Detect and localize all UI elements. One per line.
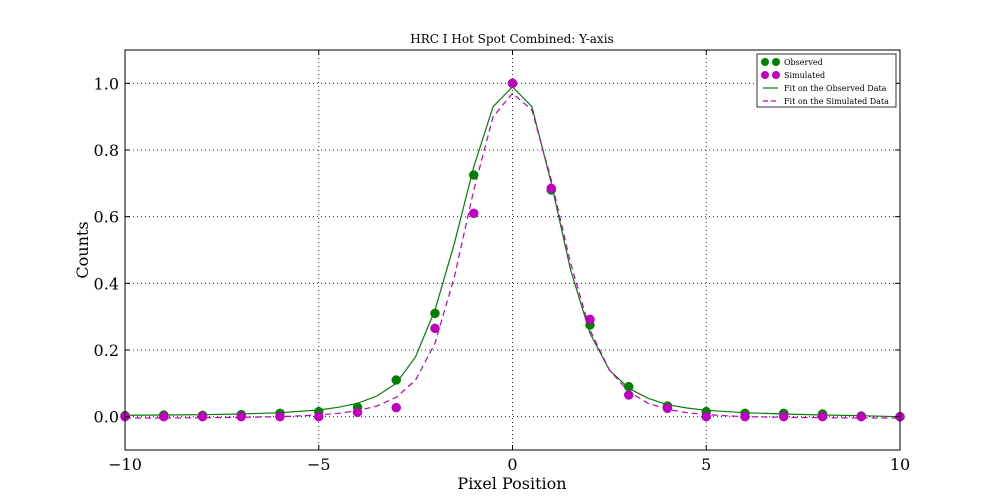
chart-title: HRC I Hot Spot Combined: Y-axis — [410, 32, 613, 46]
x-tick-label: −10 — [108, 455, 142, 474]
data-point — [430, 308, 440, 319]
legend-label: Observed — [784, 58, 823, 67]
x-tick-label: 0 — [507, 455, 517, 474]
data-point — [469, 208, 479, 219]
data-point — [624, 381, 634, 392]
legend-box — [756, 53, 897, 108]
data-point — [236, 411, 246, 422]
data-point — [159, 411, 169, 422]
data-point — [352, 407, 363, 418]
legend-label: Simulated — [784, 71, 825, 80]
data-point — [275, 411, 285, 422]
data-point — [817, 411, 828, 422]
data-point — [701, 411, 711, 422]
data-point — [856, 411, 866, 422]
x-axis-title: Pixel Position — [457, 474, 566, 493]
data-point — [430, 323, 440, 334]
y-tick-label: 0.8 — [94, 141, 119, 160]
axis-ticks: −10 −5 0 5 10 0.0 0.2 0.4 0.6 0.8 1.0 — [94, 50, 910, 474]
data-point — [624, 390, 634, 400]
y-tick-label: 1.0 — [94, 74, 119, 93]
legend-label: Fit on the Observed Data — [784, 84, 887, 93]
y-tick-label: 0.6 — [94, 208, 119, 227]
legend: Observed Simulated Fit on the Observed Dat… — [756, 53, 897, 108]
y-tick-label: 0.2 — [94, 341, 119, 360]
data-point — [314, 411, 324, 422]
data-point — [197, 411, 208, 422]
y-axis-title: Counts — [73, 221, 92, 278]
data-point — [662, 403, 673, 414]
data-point — [507, 78, 518, 89]
legend-marker — [772, 71, 780, 79]
x-tick-label: −5 — [307, 455, 331, 474]
y-tick-label: 0.0 — [94, 408, 119, 427]
data-point — [585, 314, 595, 325]
data-point — [546, 183, 556, 194]
data-point — [391, 402, 401, 413]
plot-series — [120, 78, 905, 422]
data-point — [740, 411, 750, 422]
legend-label: Fit on the Simulated Data — [784, 97, 889, 106]
series-line — [124, 85, 901, 418]
data-point — [469, 170, 479, 180]
legend-marker — [761, 58, 769, 66]
legend-marker — [772, 58, 780, 66]
grid-lines — [124, 50, 901, 450]
y-tick-label: 0.4 — [94, 274, 119, 293]
data-point — [391, 375, 401, 385]
x-tick-label: 10 — [890, 455, 910, 474]
data-point — [779, 411, 789, 422]
x-tick-label: 5 — [701, 455, 711, 474]
legend-marker — [761, 71, 769, 79]
